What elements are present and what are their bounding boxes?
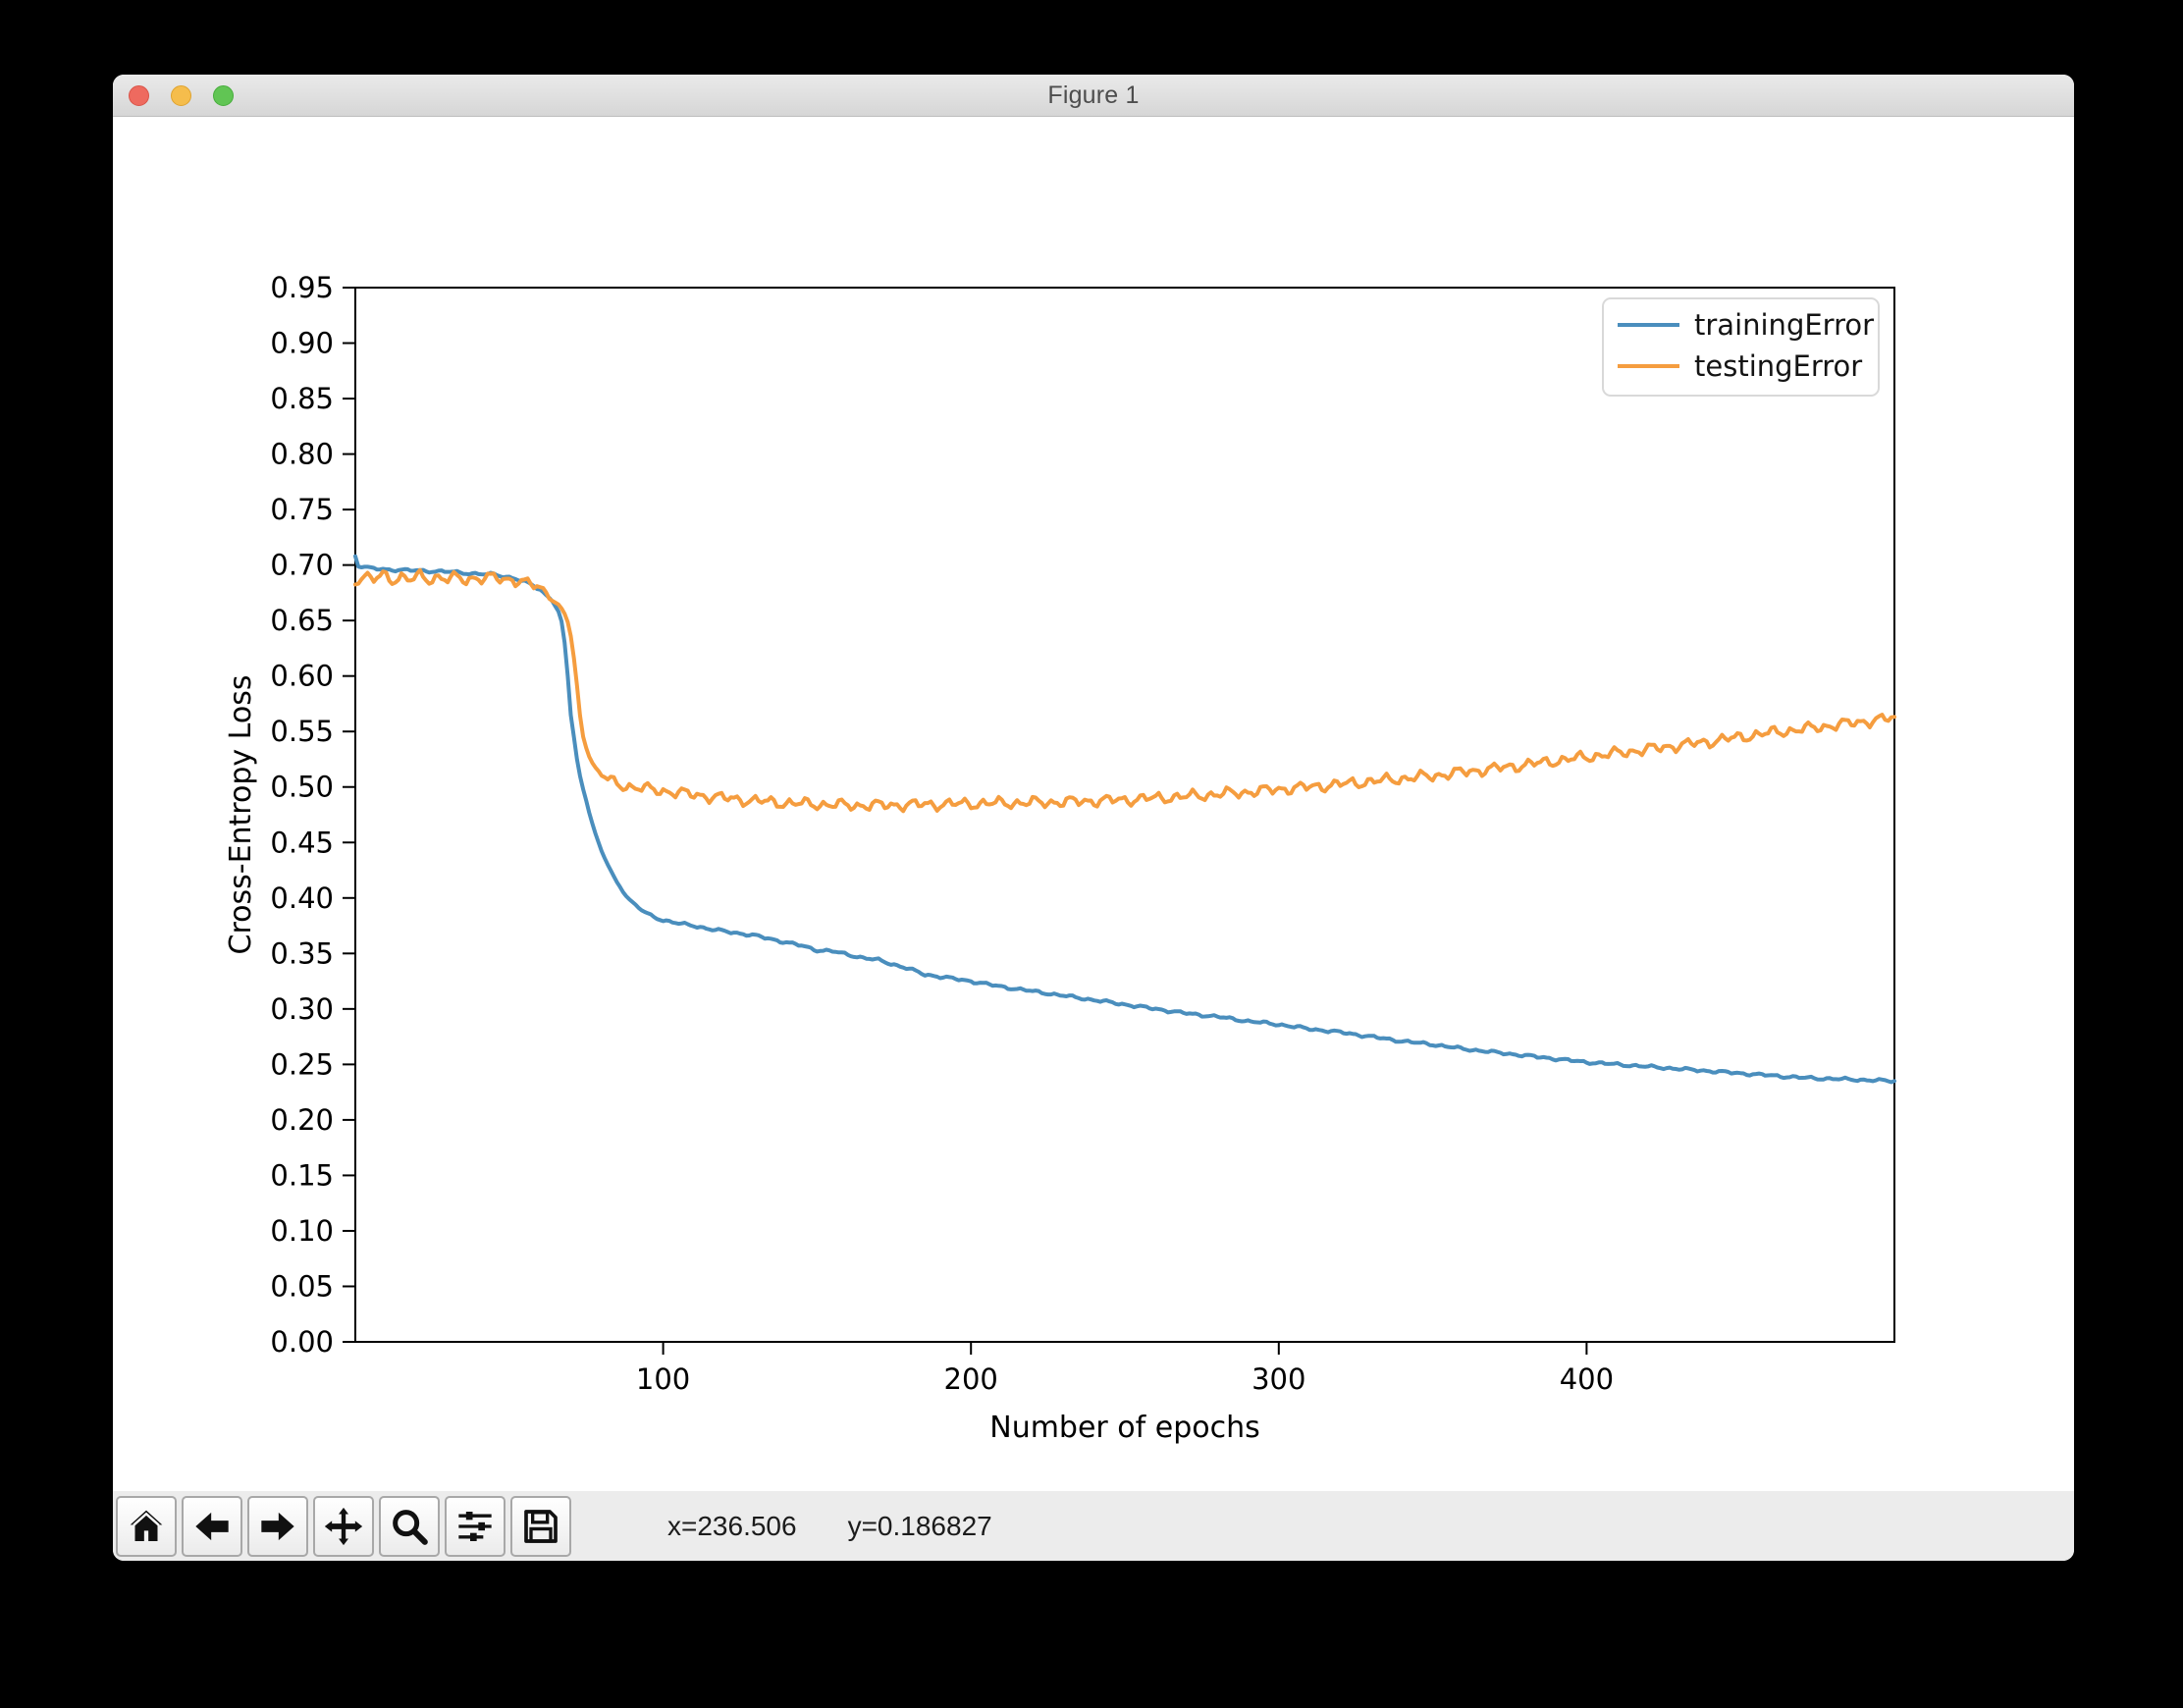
y-tick-label: 0.55 [270,715,334,748]
y-tick-label: 0.00 [270,1325,334,1359]
y-tick-label: 0.10 [270,1214,334,1248]
y-tick-label: 0.15 [270,1158,334,1192]
y-tick-label: 0.25 [270,1047,334,1081]
x-tick-label: 300 [1251,1362,1305,1396]
y-tick-label: 0.70 [270,549,334,582]
forward-button[interactable] [247,1495,308,1557]
zoom-rect-button[interactable] [379,1495,440,1557]
x-axis-label: Number of epochs [989,1411,1260,1445]
y-tick-label: 0.05 [270,1269,334,1303]
y-tick-label: 0.85 [270,382,334,415]
y-tick-label: 0.50 [270,771,334,804]
y-tick-label: 0.95 [270,271,334,304]
y-tick-label: 0.20 [270,1103,334,1137]
home-button[interactable] [116,1495,177,1557]
chart-svg: 0.00 0.05 0.10 0.15 0.20 0.25 0.30 0.35 0.40 0.45… [224,271,1896,1445]
save-button[interactable] [510,1495,571,1557]
legend-label: trainingError [1694,308,1874,342]
back-arrow-icon [195,1512,229,1540]
window-title: Figure 1 [1047,80,1140,109]
home-icon [130,1510,163,1541]
back-button[interactable] [182,1495,242,1557]
y-tick-label: 0.40 [270,881,334,915]
status-x-value: x=236.506 [667,1510,797,1541]
y-tick-label: 0.90 [270,327,334,360]
maximize-button[interactable] [213,84,234,106]
y-tick-label: 0.60 [270,660,334,693]
status-y-value: y=0.186827 [847,1510,992,1541]
y-axis-label: Cross-Entropy Loss [224,675,258,955]
minimize-button[interactable] [171,84,191,106]
legend-label: testingError [1694,349,1862,383]
figure-canvas[interactable]: 0.00 0.05 0.10 0.15 0.20 0.25 0.30 0.35 0.40 0.45… [113,117,2074,1491]
y-tick-label: 0.65 [270,604,334,637]
figure-window: Figure 1 0.00 0.05 0.10 0.15 0.20 0.25 0.30 0.3… [113,75,2074,1561]
traffic-lights [129,75,234,116]
save-floppy-icon [524,1509,558,1543]
testingError-line [353,567,1896,814]
legend-box[interactable] [1602,297,1880,397]
y-tick-label: 0.30 [270,992,334,1026]
close-button[interactable] [129,84,149,106]
title-bar[interactable]: Figure 1 [113,75,2074,117]
forward-arrow-icon [261,1512,294,1540]
sliders-icon [458,1511,492,1541]
pan-move-icon [324,1507,363,1545]
cursor-status: x=236.506 y=0.186827 [667,1491,992,1561]
configure-subplots-button[interactable] [445,1495,506,1557]
y-tick-label: 0.45 [270,826,334,859]
navigation-toolbar: x=236.506 y=0.186827 [113,1491,2074,1561]
x-tick-label: 200 [944,1362,998,1396]
pan-button[interactable] [313,1495,374,1557]
y-tick-label: 0.80 [270,438,334,471]
magnifier-icon [393,1509,428,1545]
x-tick-label: 100 [636,1362,690,1396]
plot-area[interactable] [354,287,1895,1343]
trainingError-line [353,554,1896,1085]
y-tick-label: 0.75 [270,493,334,526]
x-tick-label: 400 [1560,1362,1614,1396]
y-tick-label: 0.35 [270,936,334,970]
